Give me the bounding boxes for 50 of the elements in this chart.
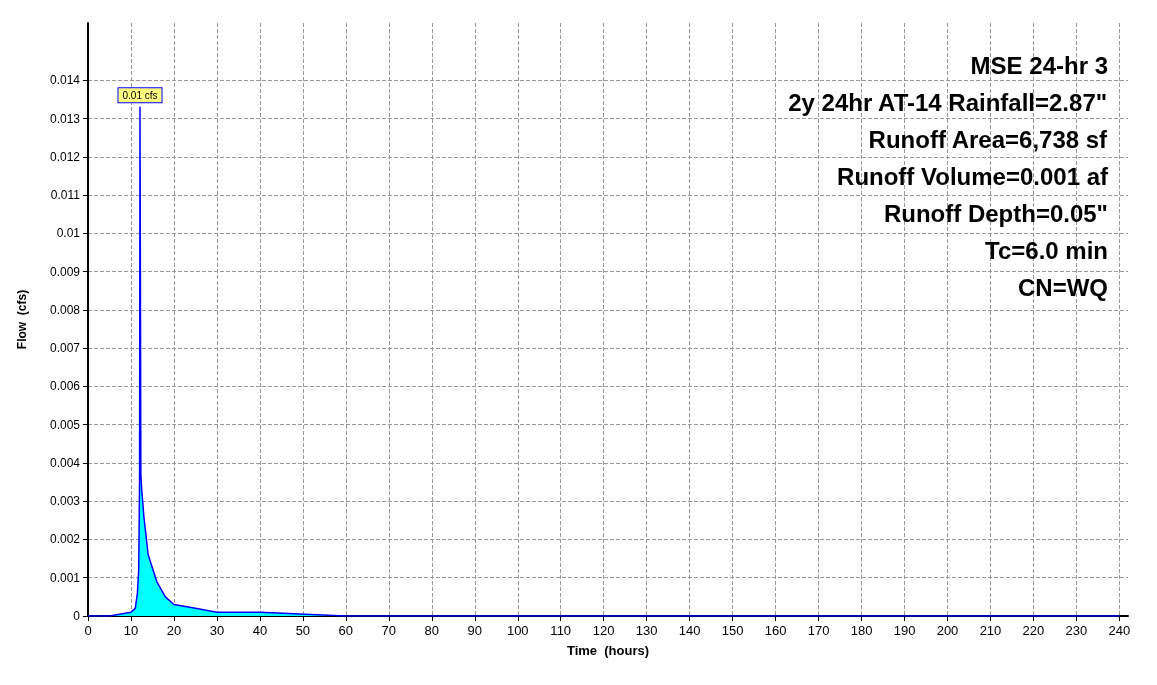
x-tick-label: 220 bbox=[1022, 623, 1045, 638]
y-tick-label: 0.007 bbox=[49, 341, 81, 356]
x-tick-label: 90 bbox=[467, 623, 483, 638]
x-tick-label: 240 bbox=[1108, 623, 1131, 638]
x-tick-label: 200 bbox=[936, 623, 959, 638]
y-tick-label: 0.003 bbox=[49, 494, 81, 509]
y-tick-label: 0.006 bbox=[49, 379, 81, 394]
y-tick-label: 0 bbox=[73, 609, 81, 623]
y-tick-label: 0.004 bbox=[49, 455, 81, 470]
x-tick-label: 190 bbox=[893, 623, 916, 638]
x-tick-label: 0 bbox=[84, 623, 92, 638]
x-axis-title: Time (hours) bbox=[566, 643, 650, 658]
annotation: 2y 24hr AT-14 Rainfall=2.87" bbox=[788, 88, 1108, 116]
x-tick-label: 60 bbox=[338, 623, 354, 638]
y-tick-label: 0.014 bbox=[49, 73, 81, 88]
x-tick-label: 40 bbox=[252, 623, 268, 638]
y-tick-label: 0.011 bbox=[50, 188, 81, 203]
x-tick-label: 50 bbox=[295, 623, 311, 638]
x-tick-label: 20 bbox=[166, 623, 182, 638]
x-tick-label: 120 bbox=[592, 623, 615, 638]
x-tick-label: 100 bbox=[506, 623, 529, 638]
annotation: CN=WQ bbox=[1018, 273, 1108, 301]
y-tick-label: 0.013 bbox=[49, 111, 81, 126]
y-tick-label: 0.001 bbox=[49, 570, 81, 585]
y-tick-label: 0.009 bbox=[49, 264, 81, 279]
x-tick-label: 150 bbox=[721, 623, 744, 638]
annotation: 0.01 cfs bbox=[122, 89, 158, 101]
x-tick-label: 140 bbox=[678, 623, 701, 638]
x-tick-label: 10 bbox=[123, 623, 139, 638]
x-tick-label: 160 bbox=[764, 623, 787, 638]
y-tick-label: 0.008 bbox=[49, 302, 81, 317]
x-tick-label: 170 bbox=[807, 623, 830, 638]
x-tick-label: 180 bbox=[850, 623, 873, 638]
annotation: Runoff Volume=0.001 af bbox=[837, 162, 1110, 190]
x-tick-label: 110 bbox=[550, 623, 572, 638]
y-tick-label: 0.002 bbox=[49, 532, 81, 547]
annotation: MSE 24-hr 3 bbox=[970, 51, 1109, 79]
x-tick-label: 70 bbox=[381, 623, 397, 638]
y-tick-label: 0.005 bbox=[49, 417, 81, 432]
annotation: Runoff Depth=0.05" bbox=[883, 199, 1108, 227]
y-tick-label: 0.01 bbox=[56, 226, 81, 241]
x-tick-label: 210 bbox=[979, 623, 1002, 638]
x-tick-label: 230 bbox=[1065, 623, 1088, 638]
y-axis-title: Flow (cfs) bbox=[15, 289, 29, 350]
x-tick-label: 80 bbox=[424, 623, 440, 638]
y-tick-label: 0.012 bbox=[49, 149, 81, 164]
annotation: Tc=6.0 min bbox=[985, 236, 1109, 264]
x-tick-label: 130 bbox=[635, 623, 658, 638]
annotation: Runoff Area=6,738 sf bbox=[868, 125, 1109, 153]
x-tick-label: 30 bbox=[209, 623, 225, 638]
